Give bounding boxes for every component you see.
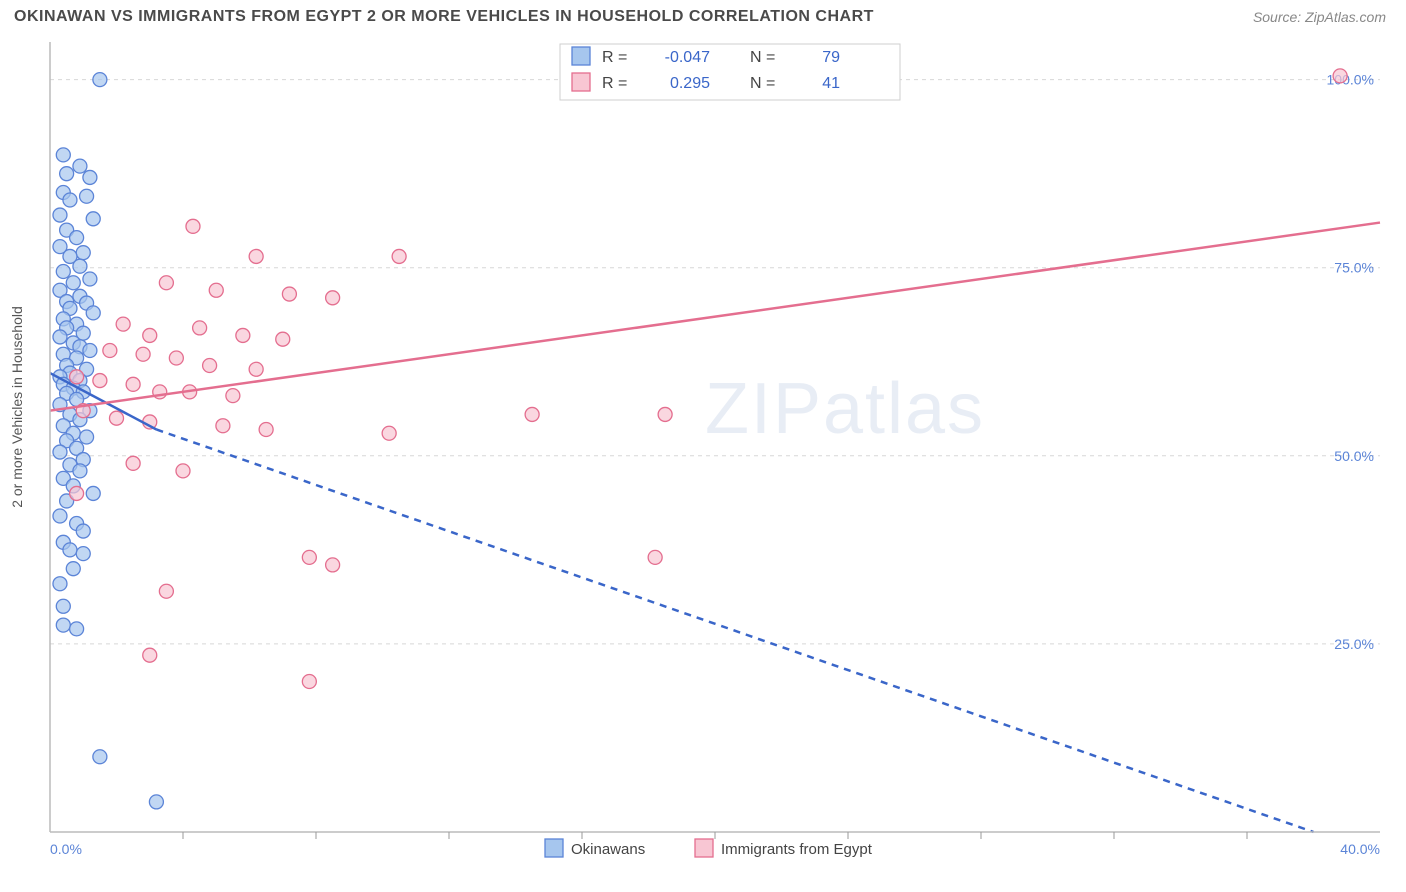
data-point xyxy=(143,648,157,662)
data-point xyxy=(259,422,273,436)
legend-r-label: R = xyxy=(602,49,627,66)
legend-r-label: R = xyxy=(602,75,627,92)
data-point xyxy=(66,562,80,576)
data-point xyxy=(73,464,87,478)
data-point xyxy=(159,276,173,290)
data-point xyxy=(53,509,67,523)
data-point xyxy=(66,276,80,290)
data-point xyxy=(76,246,90,260)
data-point xyxy=(193,321,207,335)
data-point xyxy=(326,291,340,305)
data-point xyxy=(63,193,77,207)
data-point xyxy=(93,374,107,388)
data-point xyxy=(76,547,90,561)
data-point xyxy=(53,577,67,591)
x-tick-label: 0.0% xyxy=(50,841,82,857)
data-point xyxy=(249,362,263,376)
legend-swatch xyxy=(572,73,590,91)
legend-r-value: 0.295 xyxy=(670,75,710,92)
data-point xyxy=(70,486,84,500)
data-point xyxy=(110,411,124,425)
data-point xyxy=(186,219,200,233)
y-tick-label: 75.0% xyxy=(1334,260,1374,276)
data-point xyxy=(56,264,70,278)
bottom-legend-swatch xyxy=(545,839,563,857)
bottom-legend-label: Immigrants from Egypt xyxy=(721,841,873,858)
data-point xyxy=(116,317,130,331)
data-point xyxy=(525,407,539,421)
data-point xyxy=(86,306,100,320)
chart-title: OKINAWAN VS IMMIGRANTS FROM EGYPT 2 OR M… xyxy=(14,8,874,26)
data-point xyxy=(159,584,173,598)
source-label: Source: ZipAtlas.com xyxy=(1253,9,1386,25)
data-point xyxy=(326,558,340,572)
bottom-legend-swatch xyxy=(695,839,713,857)
data-point xyxy=(236,328,250,342)
data-point xyxy=(56,618,70,632)
data-point xyxy=(86,212,100,226)
legend-n-label: N = xyxy=(750,75,775,92)
data-point xyxy=(282,287,296,301)
legend-n-label: N = xyxy=(750,49,775,66)
data-point xyxy=(63,543,77,557)
data-point xyxy=(76,524,90,538)
legend-r-value: -0.047 xyxy=(665,49,710,66)
data-point xyxy=(73,259,87,273)
data-point xyxy=(56,599,70,613)
data-point xyxy=(176,464,190,478)
data-point xyxy=(103,343,117,357)
data-point xyxy=(648,550,662,564)
chart-area: 25.0%50.0%75.0%100.0%ZIPatlas0.0%40.0%2 … xyxy=(0,32,1406,882)
data-point xyxy=(226,389,240,403)
data-point xyxy=(169,351,183,365)
scatter-chart: 25.0%50.0%75.0%100.0%ZIPatlas0.0%40.0%2 … xyxy=(0,32,1406,882)
watermark: ZIPatlas xyxy=(705,369,985,449)
data-point xyxy=(149,795,163,809)
data-point xyxy=(86,486,100,500)
data-point xyxy=(93,73,107,87)
data-point xyxy=(203,359,217,373)
data-point xyxy=(83,170,97,184)
data-point xyxy=(53,208,67,222)
data-point xyxy=(70,622,84,636)
data-point xyxy=(56,148,70,162)
data-point xyxy=(302,675,316,689)
legend-n-value: 41 xyxy=(822,75,840,92)
data-point xyxy=(60,167,74,181)
trend-line xyxy=(156,429,1313,832)
data-point xyxy=(249,249,263,263)
data-point xyxy=(126,456,140,470)
data-point xyxy=(80,189,94,203)
data-point xyxy=(143,328,157,342)
data-point xyxy=(126,377,140,391)
data-point xyxy=(658,407,672,421)
data-point xyxy=(83,272,97,286)
legend-swatch xyxy=(572,47,590,65)
data-point xyxy=(136,347,150,361)
y-tick-label: 50.0% xyxy=(1334,448,1374,464)
x-tick-label: 40.0% xyxy=(1340,841,1380,857)
data-point xyxy=(392,249,406,263)
data-point xyxy=(70,231,84,245)
data-point xyxy=(80,430,94,444)
data-point xyxy=(276,332,290,346)
bottom-legend-label: Okinawans xyxy=(571,841,645,858)
y-tick-label: 25.0% xyxy=(1334,636,1374,652)
data-point xyxy=(216,419,230,433)
data-point xyxy=(73,159,87,173)
y-axis-label: 2 or more Vehicles in Household xyxy=(9,306,25,508)
data-point xyxy=(209,283,223,297)
data-point xyxy=(1333,69,1347,83)
legend-n-value: 79 xyxy=(822,49,840,66)
data-point xyxy=(302,550,316,564)
data-point xyxy=(93,750,107,764)
data-point xyxy=(382,426,396,440)
data-point xyxy=(70,370,84,384)
data-point xyxy=(83,343,97,357)
data-point xyxy=(53,445,67,459)
data-point xyxy=(53,330,67,344)
